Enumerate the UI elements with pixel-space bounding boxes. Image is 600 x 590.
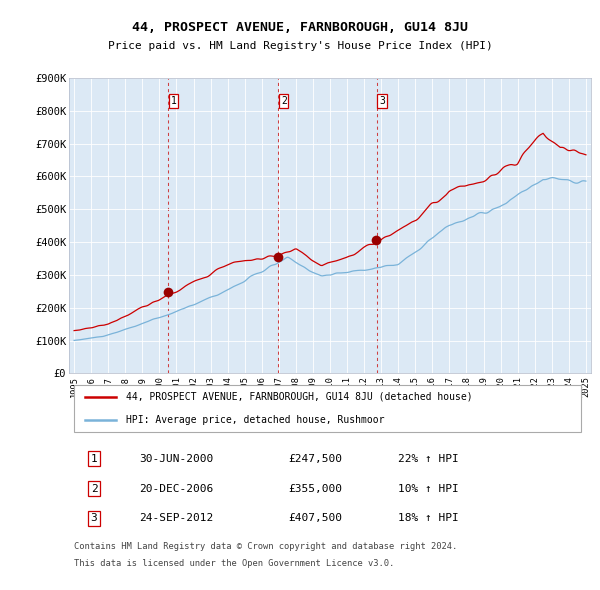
Text: 18% ↑ HPI: 18% ↑ HPI (398, 513, 458, 523)
Text: £247,500: £247,500 (288, 454, 342, 464)
Text: Contains HM Land Registry data © Crown copyright and database right 2024.: Contains HM Land Registry data © Crown c… (74, 542, 457, 551)
Text: 10% ↑ HPI: 10% ↑ HPI (398, 484, 458, 494)
Text: 30-JUN-2000: 30-JUN-2000 (139, 454, 214, 464)
Text: 3: 3 (379, 96, 385, 106)
Text: £407,500: £407,500 (288, 513, 342, 523)
Text: 1: 1 (91, 454, 97, 464)
Text: 24-SEP-2012: 24-SEP-2012 (139, 513, 214, 523)
Text: Price paid vs. HM Land Registry's House Price Index (HPI): Price paid vs. HM Land Registry's House … (107, 41, 493, 51)
Text: 1: 1 (170, 96, 176, 106)
Text: HPI: Average price, detached house, Rushmoor: HPI: Average price, detached house, Rush… (127, 415, 385, 425)
Text: 2: 2 (281, 96, 287, 106)
Text: 2: 2 (91, 484, 97, 494)
Text: 44, PROSPECT AVENUE, FARNBOROUGH, GU14 8JU: 44, PROSPECT AVENUE, FARNBOROUGH, GU14 8… (132, 21, 468, 34)
Text: £355,000: £355,000 (288, 484, 342, 494)
Text: 20-DEC-2006: 20-DEC-2006 (139, 484, 214, 494)
FancyBboxPatch shape (74, 385, 581, 432)
Text: 44, PROSPECT AVENUE, FARNBOROUGH, GU14 8JU (detached house): 44, PROSPECT AVENUE, FARNBOROUGH, GU14 8… (127, 392, 473, 402)
Text: 22% ↑ HPI: 22% ↑ HPI (398, 454, 458, 464)
Text: 3: 3 (91, 513, 97, 523)
Text: This data is licensed under the Open Government Licence v3.0.: This data is licensed under the Open Gov… (74, 559, 394, 568)
